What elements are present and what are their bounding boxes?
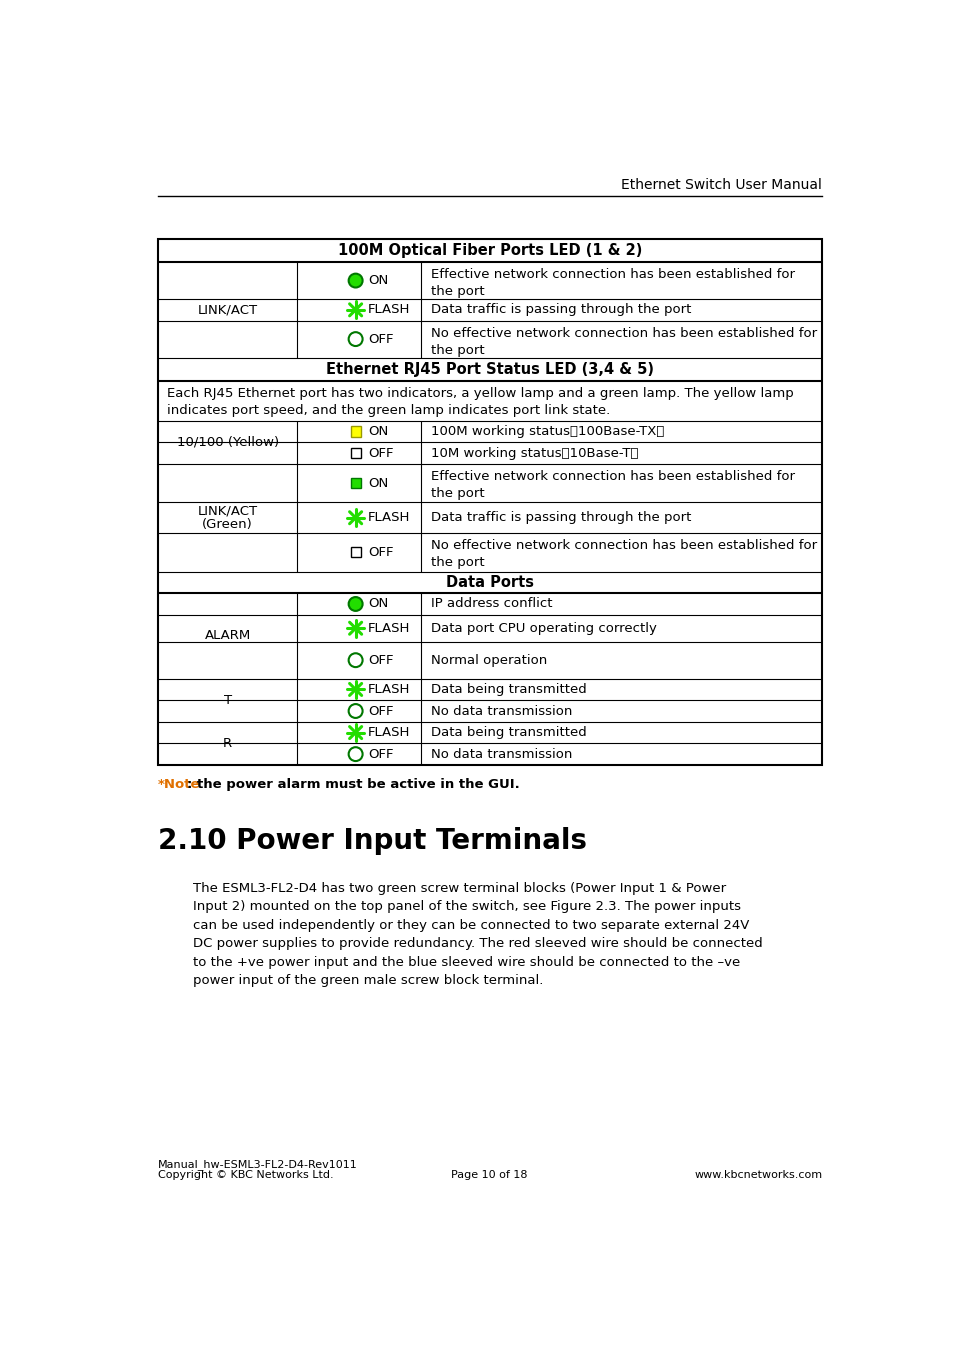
Text: No data transmission: No data transmission (431, 748, 572, 760)
Text: 100M working status（100Base-TX）: 100M working status（100Base-TX） (431, 425, 663, 437)
Text: No effective network connection has been established for
the port: No effective network connection has been… (431, 539, 816, 570)
Text: OFF: OFF (368, 332, 393, 346)
Circle shape (353, 626, 357, 630)
Text: IP address conflict: IP address conflict (431, 598, 552, 610)
Text: www.kbcnetworks.com: www.kbcnetworks.com (694, 1169, 821, 1180)
Text: No data transmission: No data transmission (431, 705, 572, 717)
Text: OFF: OFF (368, 748, 393, 760)
Circle shape (348, 274, 362, 288)
Circle shape (348, 705, 362, 718)
Text: 10M working status（10Base-T）: 10M working status（10Base-T） (431, 447, 638, 459)
Text: The ESML3-FL2-D4 has two green screw terminal blocks (Power Input 1 & Power
Inpu: The ESML3-FL2-D4 has two green screw ter… (193, 882, 761, 987)
Text: ON: ON (368, 274, 388, 288)
Text: Copyright © KBC Networks Ltd.: Copyright © KBC Networks Ltd. (158, 1169, 334, 1180)
Bar (350, 427, 360, 436)
Text: (Green): (Green) (202, 518, 253, 531)
Bar (350, 448, 360, 458)
Text: ON: ON (368, 425, 388, 437)
Text: Data being transmitted: Data being transmitted (431, 726, 586, 738)
Bar (350, 547, 360, 558)
Text: Data Ports: Data Ports (446, 575, 534, 590)
Circle shape (353, 730, 357, 734)
Text: Page 10 of 18: Page 10 of 18 (450, 1169, 527, 1180)
Text: OFF: OFF (368, 545, 393, 559)
Text: OFF: OFF (368, 653, 393, 667)
Text: FLASH: FLASH (368, 304, 410, 316)
Bar (158, 239, 821, 765)
Circle shape (353, 516, 357, 520)
Text: Normal operation: Normal operation (431, 653, 546, 667)
Text: Data being transmitted: Data being transmitted (431, 683, 586, 697)
Text: Effective network connection has been established for
the port: Effective network connection has been es… (431, 470, 794, 500)
Text: Data port CPU operating correctly: Data port CPU operating correctly (431, 622, 656, 634)
Bar (350, 478, 360, 489)
Text: Each RJ45 Ethernet port has two indicators, a yellow lamp and a green lamp. The : Each RJ45 Ethernet port has two indicato… (167, 387, 793, 417)
Text: No effective network connection has been established for
the port: No effective network connection has been… (431, 327, 816, 356)
Text: R: R (223, 737, 233, 749)
Text: T: T (223, 694, 232, 707)
Text: OFF: OFF (368, 447, 393, 459)
Text: Ethernet Switch User Manual: Ethernet Switch User Manual (620, 178, 821, 192)
Text: OFF: OFF (368, 705, 393, 717)
Text: FLASH: FLASH (368, 683, 410, 697)
Text: Data traffic is passing through the port: Data traffic is passing through the port (431, 304, 691, 316)
Text: 100M Optical Fiber Ports LED (1 & 2): 100M Optical Fiber Ports LED (1 & 2) (337, 243, 641, 258)
Text: Data traffic is passing through the port: Data traffic is passing through the port (431, 512, 691, 524)
Circle shape (353, 687, 357, 691)
Text: Effective network connection has been established for
the port: Effective network connection has been es… (431, 269, 794, 298)
Text: ALARM: ALARM (204, 629, 251, 643)
Text: Ethernet RJ45 Port Status LED (3,4 & 5): Ethernet RJ45 Port Status LED (3,4 & 5) (326, 362, 654, 377)
Circle shape (348, 597, 362, 612)
Text: ON: ON (368, 598, 388, 610)
Circle shape (353, 308, 357, 312)
Circle shape (348, 332, 362, 346)
Circle shape (348, 747, 362, 761)
Text: 10/100 (Yellow): 10/100 (Yellow) (176, 436, 278, 448)
Text: : the power alarm must be active in the GUI.: : the power alarm must be active in the … (187, 778, 519, 791)
Text: 2.10 Power Input Terminals: 2.10 Power Input Terminals (158, 826, 586, 855)
Text: FLASH: FLASH (368, 512, 410, 524)
Text: FLASH: FLASH (368, 726, 410, 738)
Text: LINK/ACT: LINK/ACT (197, 304, 257, 316)
Text: ON: ON (368, 477, 388, 490)
Text: LINK/ACT: LINK/ACT (197, 505, 257, 517)
Text: Manual_hw-ESML3-FL2-D4-Rev1011: Manual_hw-ESML3-FL2-D4-Rev1011 (158, 1160, 357, 1170)
Circle shape (348, 653, 362, 667)
Text: FLASH: FLASH (368, 622, 410, 634)
Text: *Note: *Note (158, 778, 200, 791)
